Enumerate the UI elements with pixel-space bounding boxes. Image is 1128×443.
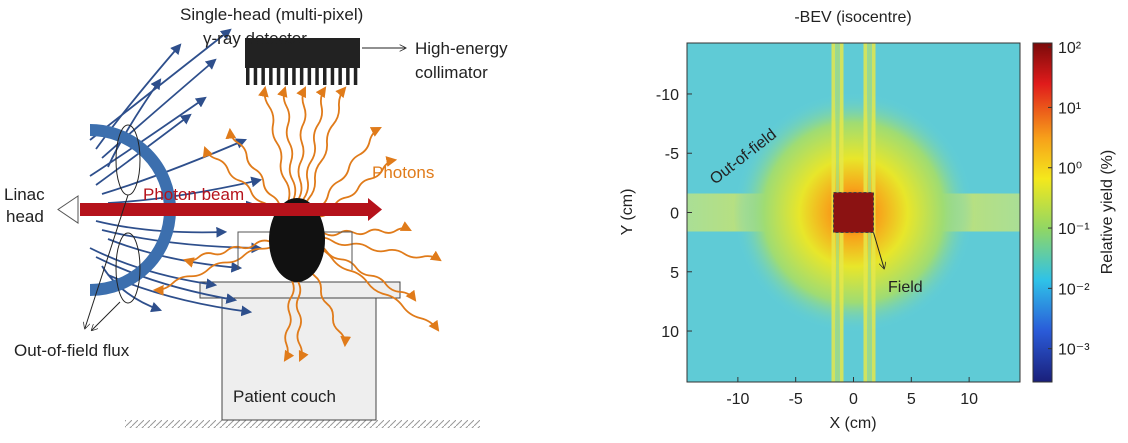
label: collimator	[415, 63, 488, 82]
collimator-tooth	[354, 68, 358, 85]
pointer	[92, 302, 120, 330]
x-tick-label: 0	[849, 391, 858, 408]
label: High-energy	[415, 39, 508, 58]
y-tick-label: 5	[670, 265, 679, 282]
floor	[125, 420, 480, 428]
chart-title: -BEV (isocentre)	[794, 9, 911, 26]
collimator-tooth	[323, 68, 327, 85]
x-axis-label: X (cm)	[829, 415, 876, 432]
label: Single-head (multi-pixel)	[180, 5, 363, 24]
collimator-tooth	[338, 68, 342, 85]
heatmap-panel: -BEV (isocentre) X (cm) Y (cm) Relative …	[619, 9, 1116, 432]
collimator-tooth	[246, 68, 250, 85]
collimator	[246, 68, 357, 85]
label: Linac	[4, 185, 45, 204]
y-tick-label: 0	[670, 206, 679, 223]
colorbar-label: Relative yield (%)	[1099, 150, 1116, 274]
label: γ-ray detector	[203, 29, 307, 48]
collimator-tooth	[285, 68, 289, 85]
collimator-tooth	[277, 68, 281, 85]
collimator-tooth	[308, 68, 312, 85]
y-tick-label: 10	[661, 324, 679, 341]
collimator-tooth	[269, 68, 273, 85]
colorbar-tick-label: 10⁻³	[1058, 342, 1090, 359]
x-tick-label: -5	[789, 391, 803, 408]
y-tick-label: -10	[656, 87, 679, 104]
label: Photon beam	[143, 185, 244, 204]
colorbar-tick-label: 10¹	[1058, 100, 1081, 117]
collimator-tooth	[261, 68, 265, 85]
figure: Single-head (multi-pixel) γ-ray detector…	[0, 0, 1128, 438]
label: Photons	[372, 163, 434, 182]
y-tick-label: -5	[665, 146, 679, 163]
head-arrow	[58, 196, 78, 223]
colorbar-tick-label: 10⁰	[1058, 161, 1082, 178]
beam-arrowhead	[368, 198, 382, 221]
x-tick-label: -10	[726, 391, 749, 408]
colorbar	[1033, 43, 1052, 382]
colorbar-tick-label: 10⁻¹	[1058, 221, 1090, 238]
x-tick-label: 10	[960, 391, 978, 408]
collimator-tooth	[254, 68, 258, 85]
label: Patient couch	[233, 387, 336, 406]
collimator-tooth	[331, 68, 335, 85]
colorbar-tick-label: 10⁻²	[1058, 281, 1090, 298]
scatter-arrows	[90, 30, 260, 312]
collimator-tooth	[346, 68, 350, 85]
y-axis-label: Y (cm)	[619, 189, 636, 236]
label: Out-of-field flux	[14, 341, 130, 360]
collimator-tooth	[300, 68, 304, 85]
annotation: Field	[888, 279, 923, 296]
x-tick-label: 5	[907, 391, 916, 408]
collimator-tooth	[315, 68, 319, 85]
scatter-arrow	[96, 221, 225, 232]
diagram: Single-head (multi-pixel) γ-ray detector…	[4, 5, 508, 428]
collimator-tooth	[292, 68, 296, 85]
colorbar-tick-label: 10²	[1058, 40, 1082, 57]
field	[834, 193, 874, 233]
label: head	[6, 207, 44, 226]
